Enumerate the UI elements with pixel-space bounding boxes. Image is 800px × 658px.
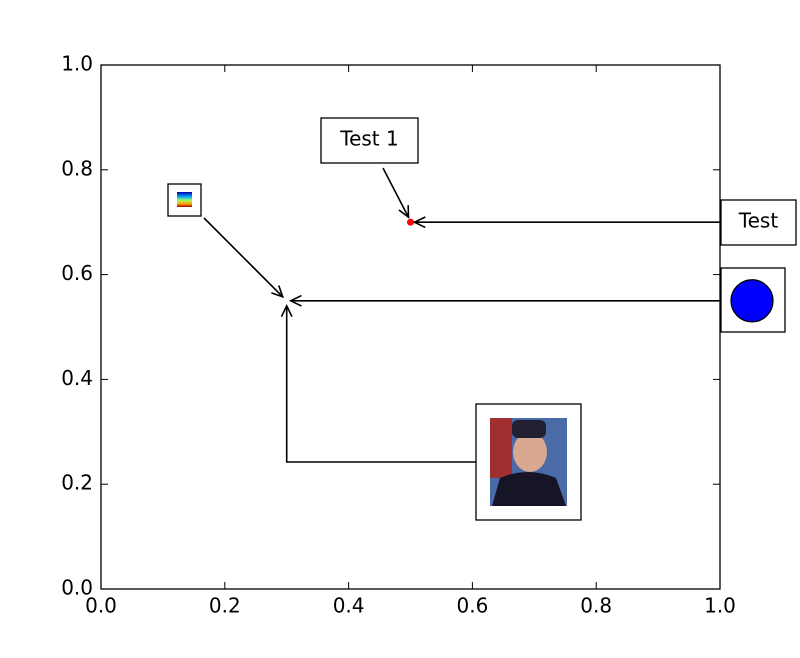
x-tick-label: 0.4	[333, 594, 365, 618]
annotation-arrow	[203, 217, 284, 298]
annotation-arrow-head	[288, 294, 302, 307]
x-tick-label: 0.8	[580, 594, 612, 618]
x-tick-label: 0.0	[85, 594, 117, 618]
x-tick-label: 0.6	[456, 594, 488, 618]
small-image-box	[167, 183, 202, 217]
annotation-box	[720, 199, 797, 246]
y-tick-label: 0.2	[61, 471, 93, 495]
y-tick-label: 0.6	[61, 261, 93, 285]
photo-box	[475, 403, 582, 521]
x-tick-label: 0.2	[209, 594, 241, 618]
annotation-arrow-head	[398, 205, 410, 219]
annotation-text: Test	[738, 209, 779, 233]
annotation-arrow	[382, 167, 410, 218]
annotation-arrow-head	[271, 285, 284, 299]
x-tick-label: 1.0	[704, 594, 736, 618]
y-tick-label: 0.8	[61, 156, 93, 180]
y-tick-label: 0.4	[61, 366, 93, 390]
y-tick-label: 0.0	[61, 576, 93, 600]
annotation-arrow	[285, 305, 476, 463]
axes-frame	[100, 64, 721, 590]
point	[407, 218, 414, 226]
y-tick-label: 1.0	[61, 52, 93, 76]
annotation-text: Test 1	[339, 127, 398, 151]
annotation-arrow-head	[280, 303, 293, 317]
blue-circle	[730, 279, 774, 323]
annotation-box	[320, 117, 419, 164]
annotation-arrow-head	[412, 216, 426, 229]
